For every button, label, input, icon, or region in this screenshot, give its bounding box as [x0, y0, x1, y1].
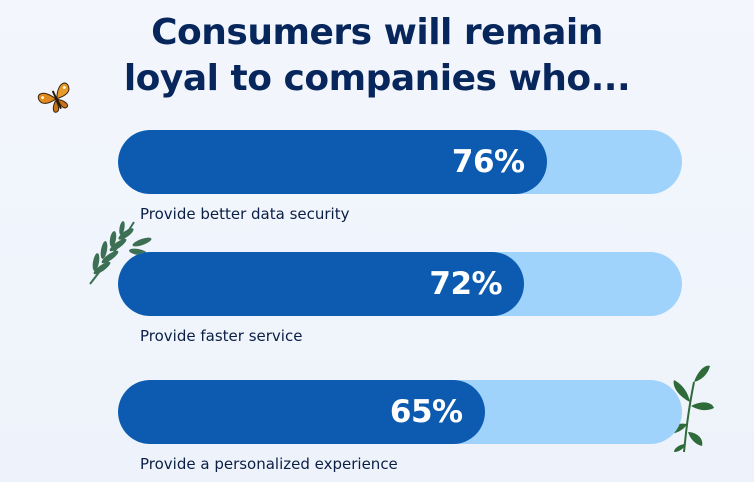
bar-value-label: 76% [451, 144, 525, 180]
bar-category-label: Provide better data security [140, 205, 350, 223]
bar-row-2: 72% Provide faster service [118, 252, 682, 345]
green-plant-icon [668, 365, 714, 453]
bar-category-label: Provide faster service [140, 327, 303, 345]
chart-title-line-2: loyal to companies who... [123, 58, 631, 99]
butterfly-icon [37, 82, 70, 113]
bar-category-label: Provide a personalized experience [140, 455, 398, 473]
bar-value-label: 72% [429, 266, 503, 302]
bar-fill [118, 252, 525, 316]
chart-title-line-1: Consumers will remain [151, 12, 603, 53]
chart-title: Consumers will remain loyal to companies… [0, 10, 754, 102]
bar-track: 65% [118, 380, 682, 444]
bar-value-label: 65% [389, 394, 463, 430]
bar-row-3: 65% Provide a personalized experience [118, 380, 682, 473]
bar-track: 72% [118, 252, 682, 316]
fern-leaf-icon [89, 221, 152, 285]
bar-fill [118, 130, 547, 194]
bar-track: 76% [118, 130, 682, 194]
bar-row-1: 76% Provide better data security [118, 130, 682, 223]
bar-fill [118, 380, 485, 444]
